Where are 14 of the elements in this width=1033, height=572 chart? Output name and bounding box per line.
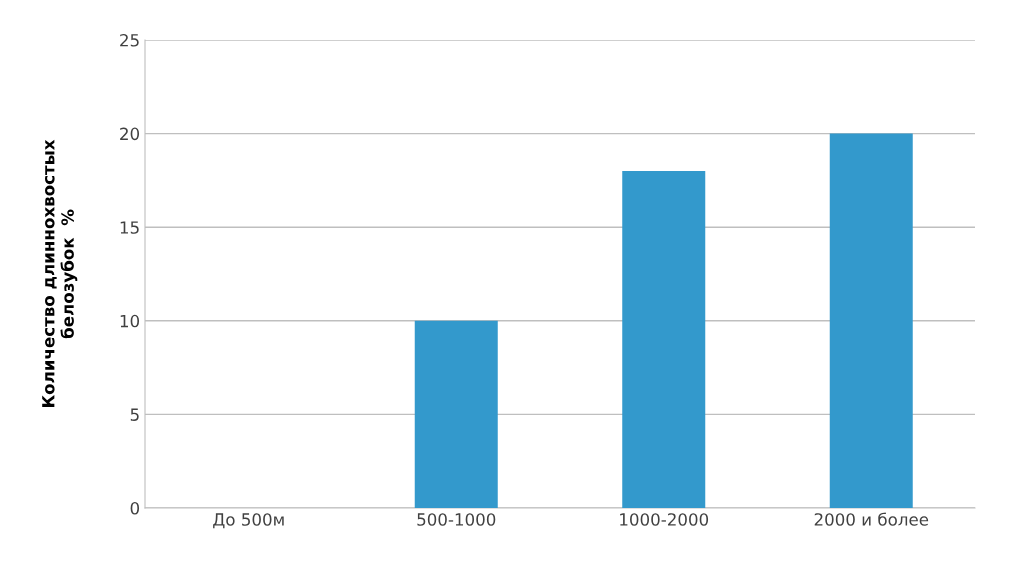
y-tick-label: 15 — [120, 221, 139, 234]
bar — [829, 133, 913, 508]
y-axis-title: Количество длиннохвостых белозубок % — [42, 139, 78, 407]
x-tick-label: 1000-2000 — [620, 513, 709, 526]
y-tick-label: 25 — [120, 33, 139, 47]
y-tick-label: 5 — [130, 408, 139, 421]
x-tick-label: 500-1000 — [417, 513, 496, 526]
bar — [622, 171, 706, 508]
x-tick-label: 2000 и более — [814, 512, 929, 526]
bar — [414, 320, 498, 508]
y-tick-label: 20 — [120, 127, 140, 141]
y-tick-label: 0 — [130, 501, 140, 515]
x-tick-label: До 500м — [213, 513, 284, 529]
y-tick-label: 10 — [120, 314, 140, 328]
